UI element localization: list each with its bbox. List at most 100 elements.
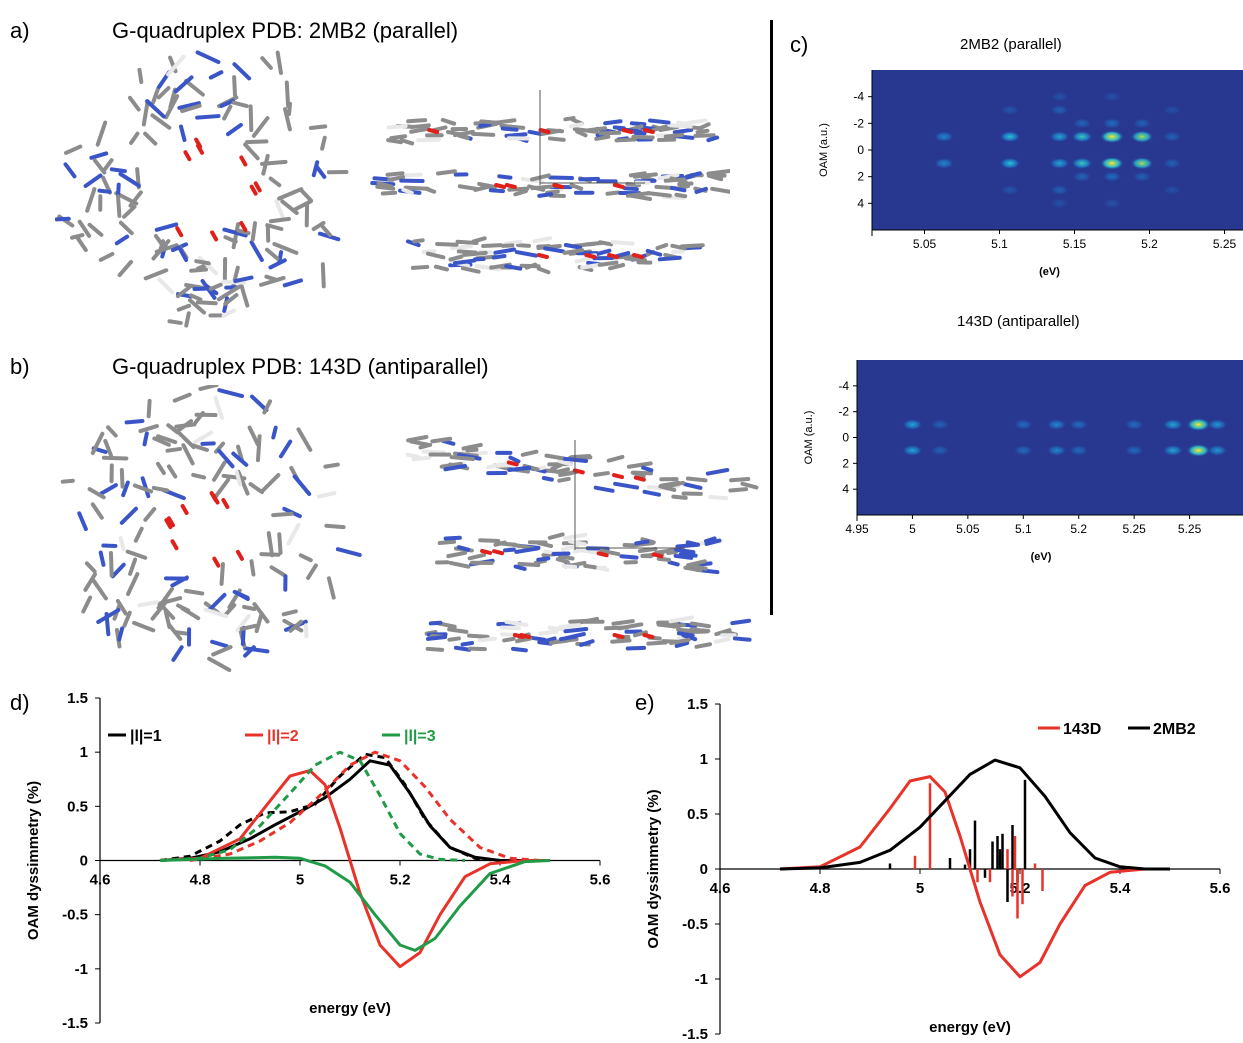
y-tick-label: 4 [842,482,849,496]
heatmap-ylabel: OAM (a.u.) [803,411,815,465]
x-axis-label: energy (eV) [929,1019,1011,1036]
heatmap-bottom: -4 -2 0 2 4 4.95 5 5.05 5.1 5.2 5.25 5.25 (eV) OAM (a… [803,360,1243,563]
x-tick-label: 5.25 [1213,237,1237,251]
series-line [159,752,501,862]
heatmap-top: -4 -2 0 2 4 5.05 5.1 5.15 5.2 5.25 (eV) OAM (a.u.) [818,70,1243,278]
heatmap-spot [933,157,955,169]
heatmap-spot [1132,171,1152,182]
y-tick-label: 0 [842,431,849,445]
y-tick-label: -1.5 [62,1015,88,1032]
heatmap-spot [1162,131,1182,142]
heatmap-spot [1013,445,1034,456]
heatmap-spot [1162,444,1184,457]
panel-d-letter: d) [10,690,30,715]
y-axis-label: OAM dyssimmetry (%) [25,781,42,940]
x-tick-label: 5.4 [1110,880,1132,897]
heatmap-spot [1102,91,1122,102]
heatmap-spot [933,131,955,143]
y-tick-label: 1 [700,751,708,768]
y-tick-label: 1.5 [67,690,88,707]
x-tick-label: 5.2 [1141,237,1158,251]
x-tick-label: 5.15 [1063,237,1087,251]
y-tick-label: -0.5 [682,916,708,933]
legend-label: 143D [1063,721,1101,738]
heatmap-spot [1102,198,1122,209]
molecule-143d-side-view [405,435,759,653]
series-line [159,855,551,952]
x-tick-label: 5.6 [1210,880,1231,897]
molecule-layers [370,116,730,275]
heatmap-spot [1049,157,1070,170]
y-tick-label: -2 [853,116,864,130]
y-axis-label: OAM dyssimmetry (%) [645,789,662,948]
series-line [779,758,1170,871]
legend-label: |l|=1 [130,728,162,745]
molecule-2mb2-top-view [55,50,349,328]
y-tick-label: -4 [853,90,864,104]
chart-d: 1.5 1 0.5 0 -0.5 -1 -1.5 4.6 4.8 5 5.2 5.4 5.6 energy… [25,690,611,1032]
heatmap-spot [1100,130,1124,144]
heatmap-spot [1162,184,1182,196]
x-tick-label: 5.1 [1015,522,1032,536]
y-tick-label: 2 [857,170,864,184]
heatmap-xlabel: (eV) [1031,551,1052,563]
heatmap-spot [1046,444,1067,456]
heatmap-top-title: 2MB2 (parallel) [960,36,1062,53]
heatmap-spot [1124,445,1144,456]
heatmap-spot [1186,418,1211,432]
y-tick-label: 0 [700,861,708,878]
legend-label: |l|=2 [267,728,299,745]
heatmap-spot [1000,184,1020,196]
heatmap-spot [1050,198,1069,209]
heatmap-spot [1000,104,1020,116]
molecule-2mb2-side-view [370,90,730,275]
x-tick-label: 4.8 [190,872,211,889]
heatmap-spot [902,418,923,431]
x-tick-label: 5 [296,872,304,889]
heatmap-spot [1162,158,1182,169]
heatmap-spot [1130,130,1154,143]
x-tick-label: 4.95 [845,522,869,536]
panel-e-letter: e) [635,690,655,715]
heatmap-spot [1186,443,1211,457]
x-axis-label: energy (eV) [309,1000,391,1017]
y-tick-label: -4 [838,379,849,393]
heatmap-spot [999,130,1021,143]
heatmap-background [857,360,1243,515]
y-tick-label: 1.5 [687,696,708,713]
y-tick-label: -1 [695,971,708,988]
y-tick-label: 0 [857,143,864,157]
heatmap-spots [902,418,1228,457]
y-tick-label: -1 [75,961,88,978]
y-tick-label: 0.5 [687,806,708,823]
y-tick-label: -2 [838,405,849,419]
x-tick-label: 5.25 [1178,522,1202,536]
x-tick-label: 5.2 [1070,522,1087,536]
x-tick-label: 5.2 [1010,880,1031,897]
legend-label: 2MB2 [1153,721,1196,738]
heatmap-spot [930,445,950,456]
y-tick-label: 2 [842,456,849,470]
heatmap-bottom-title: 143D (antiparallel) [957,313,1080,330]
heatmap-spot [1068,445,1089,456]
y-tick-label: 0 [80,853,88,870]
heatmap-spot [1071,157,1093,170]
x-tick-label: 4.8 [810,880,831,897]
x-tick-label: 5.25 [1122,522,1146,536]
x-tick-label: 4.6 [90,872,111,889]
heatmap-spot [999,157,1021,170]
chart-e: 1.5 1 0.5 0 -0.5 -1 -1.5 4.6 4.8 5 5.2 5.4 5.6 energy… [645,696,1231,1040]
y-tick-label: -0.5 [62,907,88,924]
heatmap-spot [1049,104,1070,116]
x-tick-label: 5.6 [590,872,611,889]
y-tick-label: 4 [857,196,864,210]
heatmap-ylabel: OAM (a.u.) [818,123,830,177]
heatmap-spot [1049,184,1070,196]
heatmap-spot [1132,118,1152,129]
x-tick-label: 5.2 [390,872,411,889]
heatmap-xlabel: (eV) [1039,266,1060,278]
heatmap-spot [1046,419,1067,431]
x-tick-label: 5.4 [490,872,512,889]
molecule-bonds [60,385,362,672]
x-tick-label: 5.1 [991,237,1008,251]
